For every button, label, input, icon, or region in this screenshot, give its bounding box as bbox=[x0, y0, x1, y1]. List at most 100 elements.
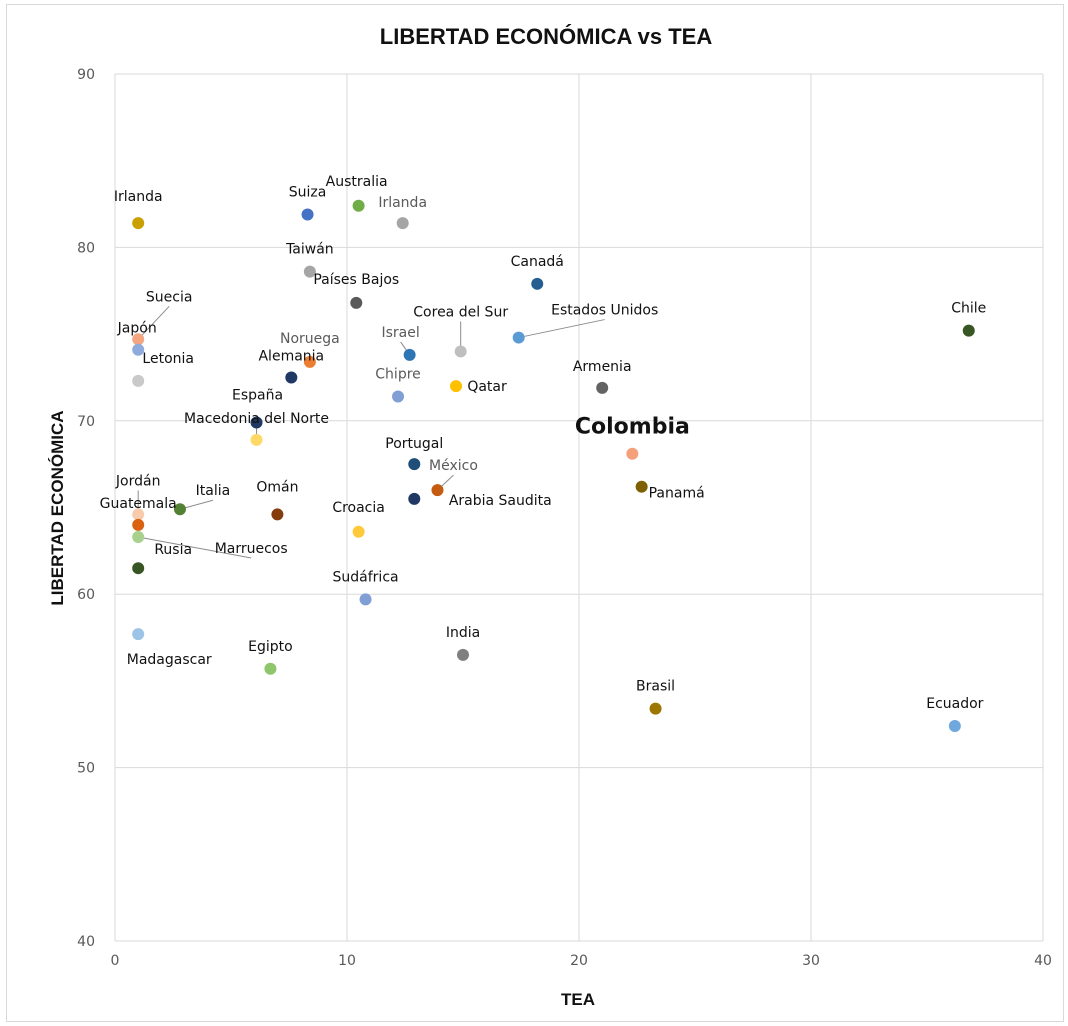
data-point bbox=[301, 208, 314, 221]
y-tick-label: 90 bbox=[77, 67, 95, 83]
data-label: México bbox=[429, 458, 478, 474]
x-tick-label: 20 bbox=[570, 953, 588, 969]
data-point bbox=[512, 331, 525, 344]
data-label: Rusia bbox=[154, 542, 192, 558]
y-tick-label: 80 bbox=[77, 240, 95, 256]
data-point bbox=[250, 433, 263, 446]
leader-line bbox=[518, 319, 605, 339]
data-label: Corea del Sur bbox=[413, 304, 508, 320]
data-point bbox=[132, 333, 145, 346]
data-label: Macedonia del Norte bbox=[184, 411, 329, 427]
data-label: Irlanda bbox=[378, 195, 427, 211]
data-label: Japón bbox=[117, 321, 157, 337]
leader-line bbox=[138, 536, 252, 559]
data-point bbox=[250, 416, 263, 429]
data-label: Israel bbox=[382, 325, 420, 341]
data-label: Alemania bbox=[258, 348, 324, 364]
data-point bbox=[431, 484, 444, 497]
data-point bbox=[408, 492, 421, 505]
data-point bbox=[264, 662, 277, 675]
data-point bbox=[454, 345, 467, 358]
data-label: Ecuador bbox=[926, 696, 983, 712]
data-label: Arabia Saudita bbox=[449, 493, 552, 509]
data-point bbox=[132, 508, 145, 521]
data-point bbox=[531, 277, 544, 290]
x-tick-label: 30 bbox=[802, 953, 820, 969]
data-point bbox=[962, 324, 975, 337]
data-point bbox=[132, 562, 145, 575]
data-label: Qatar bbox=[467, 379, 507, 395]
data-label: Panamá bbox=[649, 486, 705, 502]
data-label: Brasil bbox=[636, 679, 675, 695]
data-label: Suiza bbox=[289, 184, 327, 200]
data-label: Guatemala bbox=[100, 496, 177, 512]
tick-labels: 40 50 60 70 80 90 0 10 20 30 40 bbox=[77, 67, 1052, 969]
data-point bbox=[450, 380, 463, 393]
y-tick-label: 60 bbox=[77, 587, 95, 603]
x-tick-label: 0 bbox=[111, 953, 120, 969]
data-point bbox=[303, 265, 316, 278]
data-label: Suecia bbox=[146, 289, 193, 305]
data-point bbox=[132, 628, 145, 641]
data-label: Chile bbox=[951, 301, 986, 317]
data-label: Madagascar bbox=[127, 652, 212, 668]
data-label: Italia bbox=[196, 483, 231, 499]
y-tick-label: 70 bbox=[77, 414, 95, 430]
data-label: Armenia bbox=[573, 359, 632, 375]
data-label: Países Bajos bbox=[313, 272, 399, 288]
data-point bbox=[132, 343, 145, 356]
data-point bbox=[408, 458, 421, 471]
x-axis-title: TEA bbox=[561, 990, 595, 1009]
data-point bbox=[352, 525, 365, 538]
data-label: Omán bbox=[256, 479, 298, 495]
data-point bbox=[132, 217, 145, 230]
leader-lines bbox=[137, 305, 605, 559]
data-point bbox=[649, 702, 662, 715]
data-point bbox=[596, 381, 609, 394]
data-label: Colombia bbox=[575, 415, 690, 440]
data-points bbox=[132, 199, 975, 732]
data-point bbox=[396, 217, 409, 230]
data-label: India bbox=[446, 625, 480, 641]
y-tick-label: 40 bbox=[77, 934, 95, 950]
y-tick-label: 50 bbox=[77, 761, 95, 777]
data-point bbox=[635, 480, 648, 493]
gridlines bbox=[114, 73, 1044, 942]
data-label: Noruega bbox=[280, 331, 340, 347]
data-point bbox=[626, 447, 639, 460]
data-point bbox=[173, 503, 186, 516]
y-axis-title: LIBERTAD ECONÓMICA bbox=[48, 410, 67, 605]
data-label: Marruecos bbox=[215, 541, 288, 557]
data-label: Letonia bbox=[142, 351, 194, 367]
data-label: Irlanda bbox=[114, 189, 163, 205]
data-label: Croacia bbox=[332, 500, 385, 516]
data-point bbox=[303, 355, 316, 368]
data-label: Canadá bbox=[511, 254, 564, 270]
data-label: Australia bbox=[326, 174, 388, 190]
data-label: Estados Unidos bbox=[551, 303, 658, 319]
data-point bbox=[352, 199, 365, 212]
data-label: España bbox=[232, 388, 283, 404]
data-point bbox=[132, 518, 145, 531]
leader-line bbox=[137, 305, 170, 340]
data-point bbox=[132, 530, 145, 543]
data-point bbox=[392, 390, 405, 403]
data-point bbox=[132, 374, 145, 387]
data-label: Taiwán bbox=[285, 242, 334, 258]
data-label: Sudáfrica bbox=[333, 569, 399, 585]
data-label: Jordán bbox=[115, 473, 161, 489]
data-point bbox=[948, 719, 961, 732]
data-point bbox=[457, 648, 469, 661]
data-point bbox=[285, 371, 298, 384]
x-tick-label: 40 bbox=[1034, 953, 1052, 969]
data-point bbox=[350, 296, 363, 309]
chart-title: LIBERTAD ECONÓMICA vs TEA bbox=[380, 24, 713, 49]
data-label: Chipre bbox=[375, 367, 421, 383]
data-point bbox=[271, 508, 284, 521]
data-point bbox=[403, 348, 416, 361]
data-point bbox=[359, 593, 372, 606]
data-label: Portugal bbox=[385, 436, 443, 452]
data-label: Egipto bbox=[248, 639, 293, 655]
